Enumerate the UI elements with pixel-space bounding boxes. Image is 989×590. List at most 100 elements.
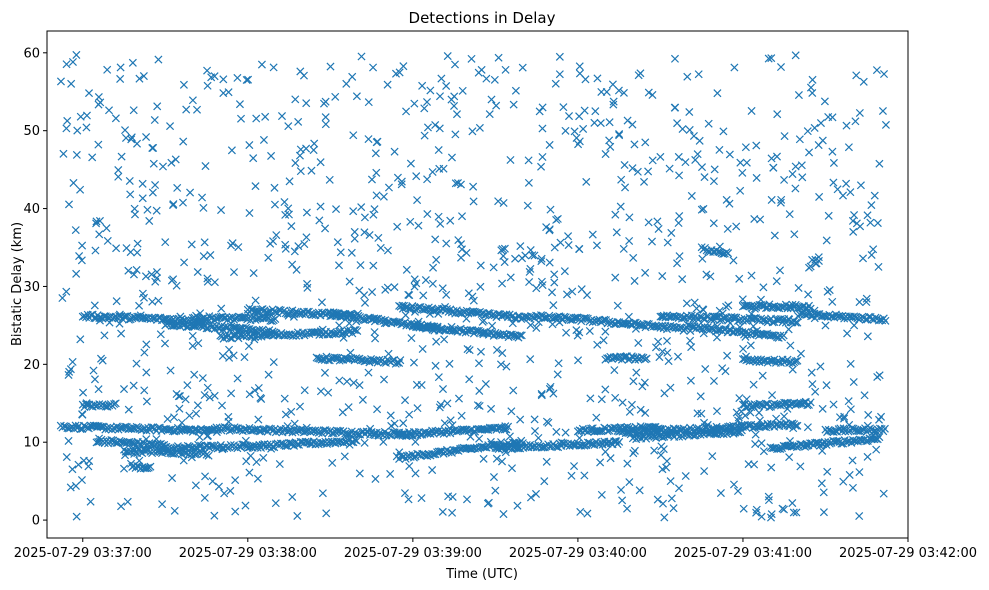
detection-point bbox=[226, 334, 235, 343]
detection-point bbox=[659, 445, 668, 454]
detection-point bbox=[791, 318, 800, 327]
detection-point bbox=[445, 359, 454, 368]
detection-point bbox=[259, 453, 268, 462]
detection-point bbox=[811, 255, 820, 264]
detection-point bbox=[434, 212, 443, 221]
detection-point bbox=[859, 77, 868, 86]
detection-point bbox=[767, 195, 776, 204]
detection-point bbox=[597, 490, 606, 499]
detection-point bbox=[254, 415, 263, 424]
detection-point bbox=[611, 273, 620, 282]
detection-point bbox=[640, 355, 650, 364]
x-tick-label: 2025-07-29 03:37:00 bbox=[14, 546, 152, 561]
detection-point bbox=[878, 106, 887, 116]
detection-point bbox=[111, 399, 120, 408]
detection-point bbox=[698, 305, 707, 314]
detection-point bbox=[352, 436, 361, 445]
detection-point bbox=[551, 79, 560, 88]
detection-point bbox=[828, 297, 837, 306]
detection-point bbox=[291, 159, 300, 168]
detection-point bbox=[395, 358, 404, 368]
detection-point bbox=[526, 264, 535, 273]
detection-point bbox=[339, 309, 348, 318]
data-points bbox=[56, 50, 890, 522]
detection-point bbox=[769, 163, 778, 172]
detection-point bbox=[852, 71, 861, 80]
detection-point bbox=[372, 138, 381, 147]
detection-point bbox=[597, 395, 606, 404]
detection-point bbox=[205, 393, 214, 402]
detection-point bbox=[78, 410, 87, 419]
detection-point bbox=[358, 395, 367, 404]
detection-point bbox=[875, 371, 884, 380]
detection-point bbox=[350, 227, 359, 236]
detection-point bbox=[655, 353, 664, 362]
detection-point bbox=[757, 512, 766, 521]
detection-point bbox=[869, 427, 878, 436]
detection-point bbox=[768, 302, 777, 311]
detection-point bbox=[749, 380, 758, 389]
x-tick-label: 2025-07-29 03:41:00 bbox=[674, 546, 812, 561]
detection-point bbox=[855, 511, 864, 521]
detection-point bbox=[454, 236, 463, 245]
detection-point bbox=[567, 471, 576, 480]
detection-point bbox=[287, 222, 296, 231]
detection-point bbox=[203, 383, 212, 392]
detection-point bbox=[56, 77, 65, 86]
detection-point bbox=[116, 423, 125, 432]
detection-point bbox=[167, 444, 176, 453]
detection-point bbox=[96, 354, 106, 363]
detection-point bbox=[112, 297, 121, 306]
detection-point bbox=[198, 193, 207, 202]
detection-point bbox=[369, 261, 378, 270]
detection-point bbox=[489, 473, 498, 482]
detection-point bbox=[367, 175, 376, 184]
detection-point bbox=[447, 153, 456, 162]
detection-point bbox=[856, 181, 865, 190]
detection-point bbox=[654, 337, 663, 346]
y-tick-label: 50 bbox=[23, 124, 40, 139]
detection-point bbox=[330, 329, 339, 338]
detection-point bbox=[487, 95, 496, 104]
detection-point bbox=[715, 306, 724, 315]
detection-point bbox=[468, 127, 477, 136]
detection-point bbox=[738, 295, 747, 304]
detection-point bbox=[92, 217, 101, 226]
detection-point bbox=[420, 131, 429, 140]
detection-point bbox=[710, 165, 719, 174]
detection-point bbox=[764, 496, 773, 505]
detection-point bbox=[530, 251, 539, 260]
detection-point bbox=[179, 137, 188, 146]
detection-point bbox=[64, 200, 74, 209]
detection-point bbox=[628, 164, 637, 173]
detection-point bbox=[345, 277, 354, 286]
detection-point bbox=[844, 143, 853, 152]
detection-point bbox=[211, 314, 220, 323]
detection-point bbox=[360, 228, 369, 237]
detection-point bbox=[308, 310, 317, 319]
detection-point bbox=[661, 430, 670, 440]
detection-point bbox=[640, 378, 649, 387]
detection-point bbox=[852, 219, 861, 228]
detection-point bbox=[713, 326, 722, 335]
detection-point bbox=[158, 162, 168, 171]
detection-point bbox=[370, 328, 379, 337]
detection-point bbox=[479, 454, 488, 463]
detection-point bbox=[776, 302, 785, 311]
detection-point bbox=[629, 253, 638, 262]
detection-point bbox=[103, 236, 112, 245]
detection-point bbox=[687, 322, 696, 331]
detection-point bbox=[702, 270, 711, 279]
detection-point bbox=[588, 230, 597, 239]
detection-point bbox=[842, 121, 851, 130]
detection-point bbox=[634, 338, 643, 347]
detection-point bbox=[664, 313, 673, 322]
detection-point bbox=[613, 301, 622, 310]
detection-point bbox=[674, 152, 683, 161]
detection-point bbox=[179, 80, 188, 89]
detection-point bbox=[444, 492, 453, 501]
detection-point bbox=[421, 276, 430, 285]
detection-point bbox=[797, 161, 806, 170]
detection-point bbox=[647, 432, 656, 441]
detection-point bbox=[793, 421, 802, 430]
